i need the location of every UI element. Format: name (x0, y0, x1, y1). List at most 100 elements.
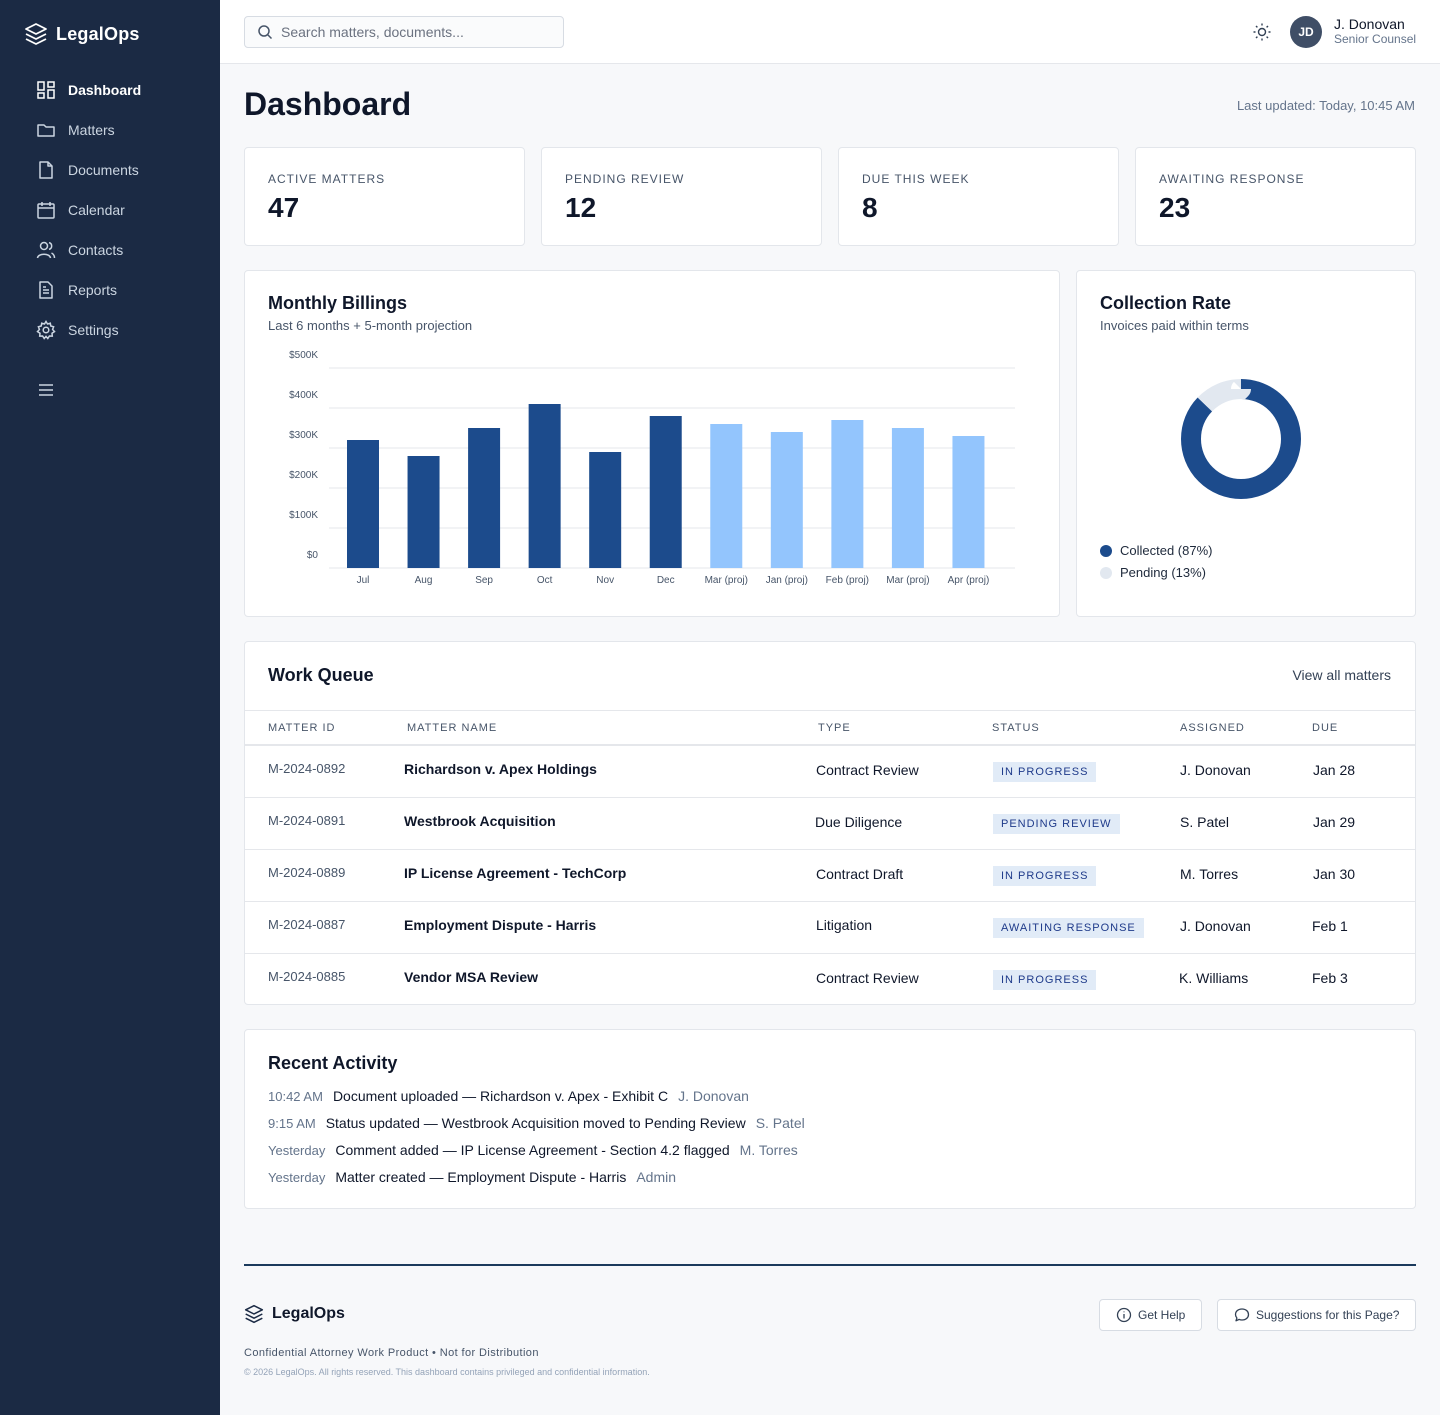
bar[interactable] (649, 416, 682, 568)
bar[interactable] (831, 420, 864, 568)
legend-label: Collected (87%) (1120, 543, 1213, 558)
column-header[interactable]: ASSIGNED (1180, 722, 1245, 734)
panel-title: Monthly Billings (268, 293, 407, 313)
bar[interactable] (770, 432, 803, 568)
panel-subtitle: Invoices paid within terms (1100, 318, 1249, 333)
footer-brand[interactable]: LegalOps (244, 1304, 345, 1324)
matter-name[interactable]: Westbrook Acquisition (404, 813, 556, 829)
activity-item[interactable]: 9:15 AM Status updated — Westbrook Acquis… (268, 1115, 805, 1131)
sidebar-item-documents[interactable]: Documents (0, 150, 220, 190)
assigned-to: K. Williams (1179, 970, 1249, 986)
activity-time: Yesterday (268, 1170, 326, 1185)
matter-name[interactable]: Richardson v. Apex Holdings (404, 761, 597, 777)
sidebar-item-matters[interactable]: Matters (0, 110, 220, 150)
due-date: Jan 28 (1313, 762, 1356, 778)
info-icon (1116, 1307, 1132, 1323)
x-tick-label: Jul (357, 575, 370, 586)
search-box[interactable] (244, 16, 564, 48)
assigned-to: M. Torres (1180, 866, 1239, 882)
search-input[interactable] (281, 24, 551, 40)
collection-panel: Collection Rate Invoices paid within ter… (1076, 270, 1416, 617)
user-name: J. Donovan (1334, 16, 1405, 32)
assigned-to: S. Patel (1180, 814, 1230, 830)
activity-item[interactable]: 10:42 AM Document uploaded — Richardson v… (268, 1088, 749, 1104)
activity-item[interactable]: Yesterday Matter created — Employment Dis… (268, 1169, 676, 1185)
brand[interactable]: LegalOps (24, 22, 140, 46)
legend-item-pending: Pending (13%) (1100, 565, 1206, 580)
x-tick-label: Sep (475, 575, 493, 586)
sidebar-item-reports[interactable]: Reports (0, 270, 220, 310)
column-header[interactable]: DUE (1312, 722, 1339, 734)
sidebar-item-settings[interactable]: Settings (0, 310, 220, 350)
bar[interactable] (589, 452, 622, 568)
bar[interactable] (952, 436, 985, 568)
activity-item[interactable]: Yesterday Comment added — IP License Agre… (268, 1142, 798, 1158)
billings-bar-chart: $0 $100K $200K $300K $400K $500K Jul Aug Sep Oct N… (289, 350, 1015, 586)
bar[interactable] (528, 404, 561, 568)
hamburger-menu-icon[interactable] (36, 380, 56, 400)
layers-logo-icon (25, 23, 47, 45)
page-title: Dashboard (244, 86, 412, 122)
matter-type: Due Diligence (815, 814, 903, 830)
donut-slice[interactable] (1181, 379, 1301, 499)
status-badge: IN PROGRESS (993, 970, 1097, 990)
matter-name[interactable]: Vendor MSA Review (404, 969, 539, 985)
panel-title: Collection Rate (1100, 293, 1232, 313)
stat-card-due-this-week[interactable]: DUE THIS WEEK 8 (838, 147, 1119, 246)
matter-id: M-2024-0891 (268, 813, 346, 828)
stat-card-active-matters[interactable]: ACTIVE MATTERS 47 (244, 147, 525, 246)
panel-subtitle: Last 6 months + 5-month projection (268, 318, 473, 333)
bar[interactable] (710, 424, 743, 568)
avatar[interactable]: JD (1290, 16, 1322, 48)
column-header[interactable]: STATUS (992, 722, 1040, 734)
activity-user: J. Donovan (678, 1088, 749, 1104)
due-date: Jan 30 (1313, 866, 1356, 882)
sun-icon[interactable] (1252, 22, 1272, 42)
view-all-matters-link[interactable]: View all matters (1292, 667, 1391, 683)
column-header[interactable]: TYPE (818, 722, 851, 734)
sidebar-item-contacts[interactable]: Contacts (0, 230, 220, 270)
matter-name[interactable]: IP License Agreement - TechCorp (404, 865, 627, 881)
legend-dot (1100, 544, 1112, 557)
table-row[interactable]: M-2024-0892 Richardson v. Apex Holdings … (245, 746, 1415, 798)
user-info[interactable]: J. Donovan Senior Counsel (1334, 17, 1416, 47)
footer-divider (244, 1264, 1416, 1266)
table-row[interactable]: M-2024-0889 IP License Agreement - TechC… (245, 850, 1415, 902)
footer-brand-name: LegalOps (272, 1305, 345, 1322)
due-date: Feb 1 (1312, 918, 1348, 934)
matter-name[interactable]: Employment Dispute - Harris (404, 917, 597, 933)
activity-time: 9:15 AM (268, 1116, 316, 1131)
activity-text: Status updated — Westbrook Acquisition m… (325, 1115, 746, 1131)
column-header[interactable]: MATTER ID (268, 722, 336, 734)
y-tick-label: $200K (289, 470, 318, 481)
stat-card-awaiting-response[interactable]: AWAITING RESPONSE 23 (1135, 147, 1416, 246)
sidebar-item-calendar[interactable]: Calendar (0, 190, 220, 230)
status-badge: PENDING REVIEW (993, 814, 1120, 834)
sidebar-item-label: Reports (68, 282, 118, 298)
bar[interactable] (468, 428, 501, 568)
bar[interactable] (891, 428, 924, 568)
stat-value: 47 (268, 192, 300, 223)
table-header: MATTER ID MATTER NAME TYPE STATUS ASSIGN… (245, 710, 1415, 746)
stat-card-pending-review[interactable]: PENDING REVIEW 12 (541, 147, 822, 246)
brand-name: LegalOps (56, 23, 140, 44)
bar[interactable] (347, 440, 379, 568)
sidebar-nav: Dashboard Matters Documents Calendar Con… (0, 70, 220, 350)
table-row[interactable]: M-2024-0885 Vendor MSA Review Contract R… (245, 954, 1415, 1006)
suggestions-button[interactable]: Suggestions for this Page? (1217, 1299, 1417, 1331)
activity-text: Document uploaded — Richardson v. Apex -… (332, 1088, 669, 1104)
column-header[interactable]: MATTER NAME (407, 722, 498, 734)
x-tick-label: Dec (657, 575, 675, 586)
matter-type: Contract Review (816, 970, 919, 986)
last-updated: Last updated: Today, 10:45 AM (1236, 98, 1415, 113)
sidebar-item-dashboard[interactable]: Dashboard (0, 70, 220, 110)
bar[interactable] (407, 456, 440, 568)
table-row[interactable]: M-2024-0891 Westbrook Acquisition Due Di… (245, 798, 1415, 850)
stat-value: 8 (862, 192, 878, 223)
copyright: © 2026 LegalOps. All rights reserved. Th… (244, 1367, 650, 1377)
get-help-button[interactable]: Get Help (1099, 1299, 1203, 1331)
table-row[interactable]: M-2024-0887 Employment Dispute - Harris … (245, 902, 1415, 954)
top-bar: JD J. Donovan Senior Counsel (220, 0, 1440, 64)
matter-id: M-2024-0885 (268, 969, 346, 984)
sidebar-item-label: Matters (68, 122, 115, 138)
